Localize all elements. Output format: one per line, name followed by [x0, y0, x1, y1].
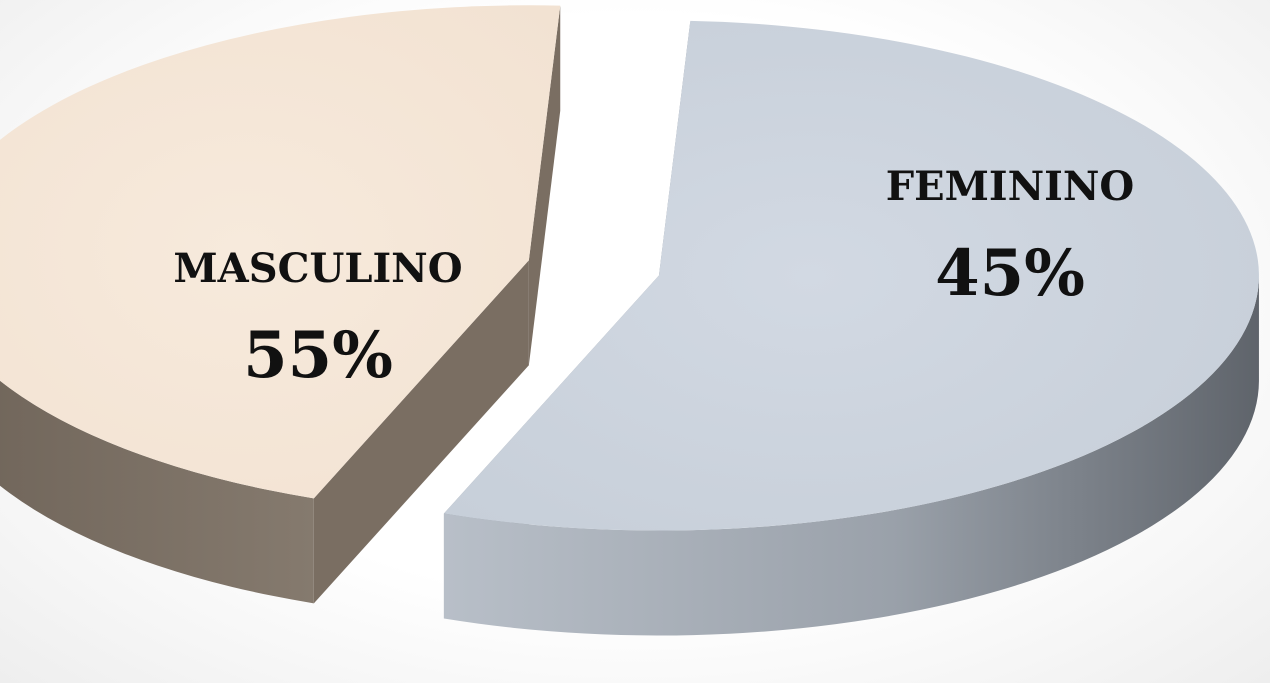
slice-side-wall: [0, 380, 314, 604]
slice-label-masculino: MASCULINO: [173, 245, 462, 292]
slice-value-feminino: 45%: [935, 236, 1085, 311]
slice-feminino: [0, 5, 561, 604]
slices-layer: [0, 5, 1259, 636]
slice-side-wall: [443, 275, 1259, 636]
slice-cut-face: [528, 5, 561, 366]
slice-value-masculino: 55%: [243, 318, 393, 393]
labels-layer: FEMININO 45% MASCULINO 55%: [173, 163, 1134, 393]
slice-label-feminino: FEMININO: [886, 163, 1135, 210]
slice-masculino: [443, 20, 1259, 636]
slice-cut-face: [313, 260, 529, 604]
slice-top-face: [0, 5, 561, 499]
slice-top-face: [443, 20, 1259, 531]
